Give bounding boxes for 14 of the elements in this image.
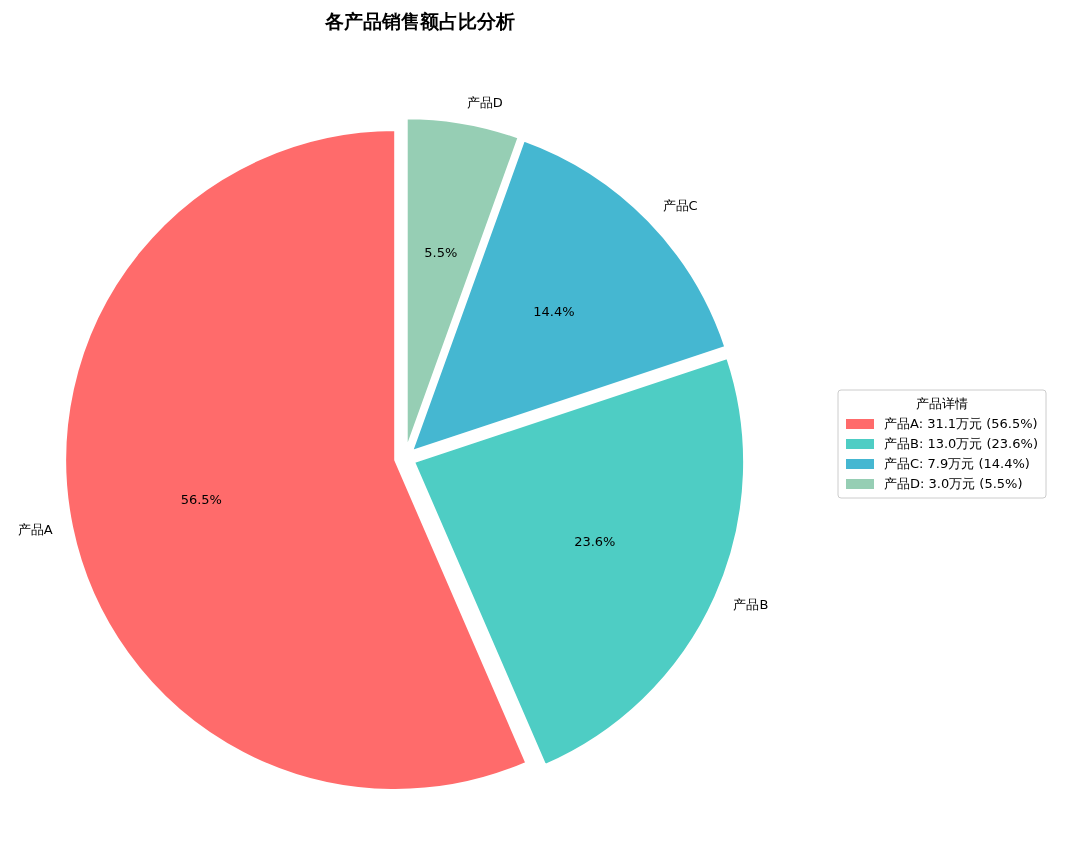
slice-label: 产品C xyxy=(662,198,698,214)
slice-label: 产品B xyxy=(733,596,769,612)
text: 产品B: 13.0万元 (23.6%) xyxy=(884,435,1038,451)
text: 产品C: 7.9万元 (14.4%) xyxy=(884,455,1030,471)
data-label: 14.4% xyxy=(533,304,575,320)
slice-label: 产品D xyxy=(466,95,503,111)
text: 产品A: 31.1万元 (56.5%) xyxy=(884,415,1038,431)
chart-title: 各产品销售额占比分析 xyxy=(324,9,515,32)
data-label: 56.5% xyxy=(180,491,222,507)
data-label: 5.5% xyxy=(424,244,458,260)
legend-title: 产品详情 xyxy=(916,395,968,411)
slice-label: 产品A xyxy=(17,522,53,538)
text: 产品D: 3.0万元 (5.5%) xyxy=(884,475,1023,491)
data-label: 23.6% xyxy=(574,534,616,550)
